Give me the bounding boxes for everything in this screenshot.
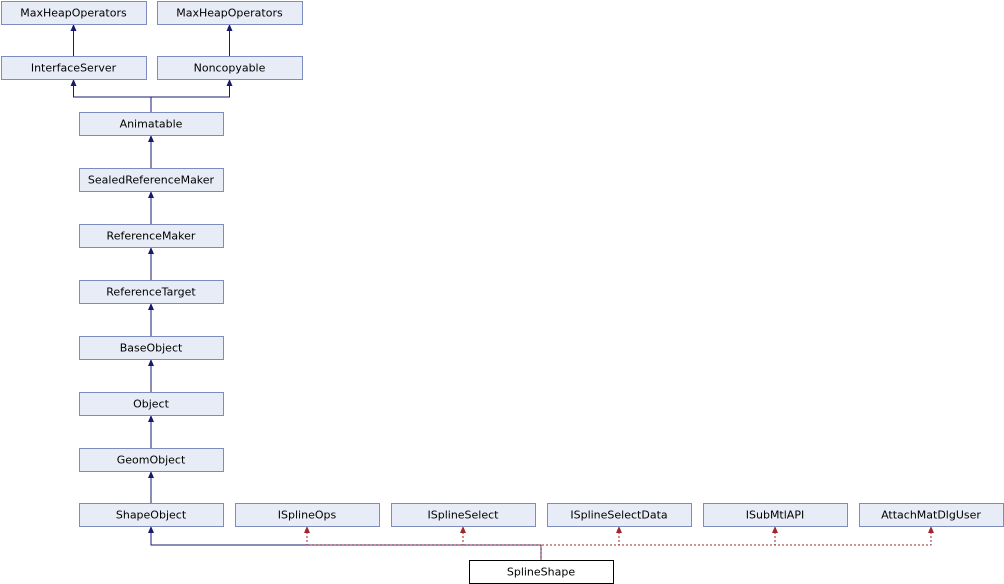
- edge-splineshape-to-isplineselect: [462, 531, 542, 560]
- node-label-interfaceserver: InterfaceServer: [31, 62, 117, 75]
- node-box-shapeobject[interactable]: [79, 503, 224, 527]
- edges-layer: [70, 24, 934, 560]
- node-label-maxheap2: MaxHeapOperators: [176, 7, 283, 20]
- arrowhead-referencetarget: [148, 303, 154, 310]
- arrowhead-isplineselectdata: [616, 526, 622, 533]
- node-box-maxheap2[interactable]: [157, 1, 303, 25]
- node-box-baseobject[interactable]: [79, 336, 224, 360]
- node-isplineselectdata[interactable]: ISplineSelectData: [547, 503, 692, 527]
- node-label-isplineselectdata: ISplineSelectData: [570, 509, 667, 522]
- node-label-referencemaker: ReferenceMaker: [107, 230, 196, 243]
- node-box-maxheap1[interactable]: [1, 1, 147, 25]
- arrowhead-isubmtlapi: [772, 526, 778, 533]
- node-box-noncopyable[interactable]: [157, 56, 303, 80]
- arrowhead-interfaceserver: [70, 79, 77, 86]
- node-maxheap1[interactable]: MaxHeapOperators: [1, 1, 147, 25]
- node-label-maxheap1: MaxHeapOperators: [20, 7, 127, 20]
- node-box-isplineops[interactable]: [235, 503, 380, 527]
- arrowhead-noncopyable: [226, 79, 233, 86]
- arrowhead-geomobject: [148, 471, 154, 478]
- arrowhead-maxheap1: [70, 24, 77, 31]
- arrowhead-isplineops: [304, 526, 310, 533]
- node-label-animatable: Animatable: [120, 118, 183, 131]
- node-box-referencetarget[interactable]: [79, 280, 224, 304]
- node-animatable[interactable]: Animatable: [79, 112, 224, 136]
- node-referencemaker[interactable]: ReferenceMaker: [79, 224, 224, 248]
- node-label-attachmatdlguser: AttachMatDlgUser: [881, 509, 981, 522]
- edge-animatable-to-interfaceserver: [73, 84, 152, 112]
- node-box-referencemaker[interactable]: [79, 224, 224, 248]
- node-isplineselect[interactable]: ISplineSelect: [391, 503, 536, 527]
- node-label-isplineselect: ISplineSelect: [428, 509, 500, 522]
- edge-splineshape-to-attachmatdlguser: [540, 531, 932, 560]
- node-box-object[interactable]: [79, 392, 224, 416]
- node-box-isplineselect[interactable]: [391, 503, 536, 527]
- node-label-baseobject: BaseObject: [120, 342, 183, 355]
- node-sealedreferencemaker[interactable]: SealedReferenceMaker: [79, 168, 224, 192]
- node-label-geomobject: GeomObject: [117, 454, 186, 467]
- node-splineshape[interactable]: SplineShape: [469, 560, 614, 584]
- node-referencetarget[interactable]: ReferenceTarget: [79, 280, 224, 304]
- node-isubmtlapi[interactable]: ISubMtlAPI: [703, 503, 848, 527]
- arrowhead-isplineselect: [460, 526, 466, 533]
- node-interfaceserver[interactable]: InterfaceServer: [1, 56, 147, 80]
- node-noncopyable[interactable]: Noncopyable: [157, 56, 303, 80]
- node-label-object: Object: [133, 398, 170, 411]
- edge-splineshape-to-isplineops: [306, 531, 542, 560]
- node-label-referencetarget: ReferenceTarget: [106, 286, 196, 299]
- node-label-sealedreferencemaker: SealedReferenceMaker: [88, 174, 215, 187]
- node-geomobject[interactable]: GeomObject: [79, 448, 224, 472]
- node-baseobject[interactable]: BaseObject: [79, 336, 224, 360]
- node-object[interactable]: Object: [79, 392, 224, 416]
- node-attachmatdlguser[interactable]: AttachMatDlgUser: [859, 503, 1004, 527]
- node-isplineops[interactable]: ISplineOps: [235, 503, 380, 527]
- node-box-isubmtlapi[interactable]: [703, 503, 848, 527]
- arrowhead-shapeobject: [148, 526, 154, 533]
- node-box-sealedreferencemaker[interactable]: [79, 168, 224, 192]
- arrowhead-attachmatdlguser: [928, 526, 934, 533]
- node-shapeobject[interactable]: ShapeObject: [79, 503, 224, 527]
- arrowhead-sealedreferencemaker: [148, 191, 154, 198]
- arrowhead-baseobject: [148, 359, 154, 366]
- node-label-splineshape: SplineShape: [507, 566, 575, 579]
- node-label-isubmtlapi: ISubMtlAPI: [746, 509, 804, 522]
- node-box-isplineselectdata[interactable]: [547, 503, 692, 527]
- arrowhead-referencemaker: [148, 247, 154, 254]
- node-box-geomobject[interactable]: [79, 448, 224, 472]
- node-label-shapeobject: ShapeObject: [116, 509, 187, 522]
- arrowhead-animatable: [148, 135, 154, 142]
- node-box-animatable[interactable]: [79, 112, 224, 136]
- arrowhead-object: [148, 415, 154, 422]
- node-label-isplineops: ISplineOps: [278, 509, 337, 522]
- node-box-interfaceserver[interactable]: [1, 56, 147, 80]
- node-label-noncopyable: Noncopyable: [194, 62, 266, 75]
- node-maxheap2[interactable]: MaxHeapOperators: [157, 1, 303, 25]
- edge-animatable-to-noncopyable: [150, 84, 230, 112]
- arrowhead-maxheap2: [226, 24, 233, 31]
